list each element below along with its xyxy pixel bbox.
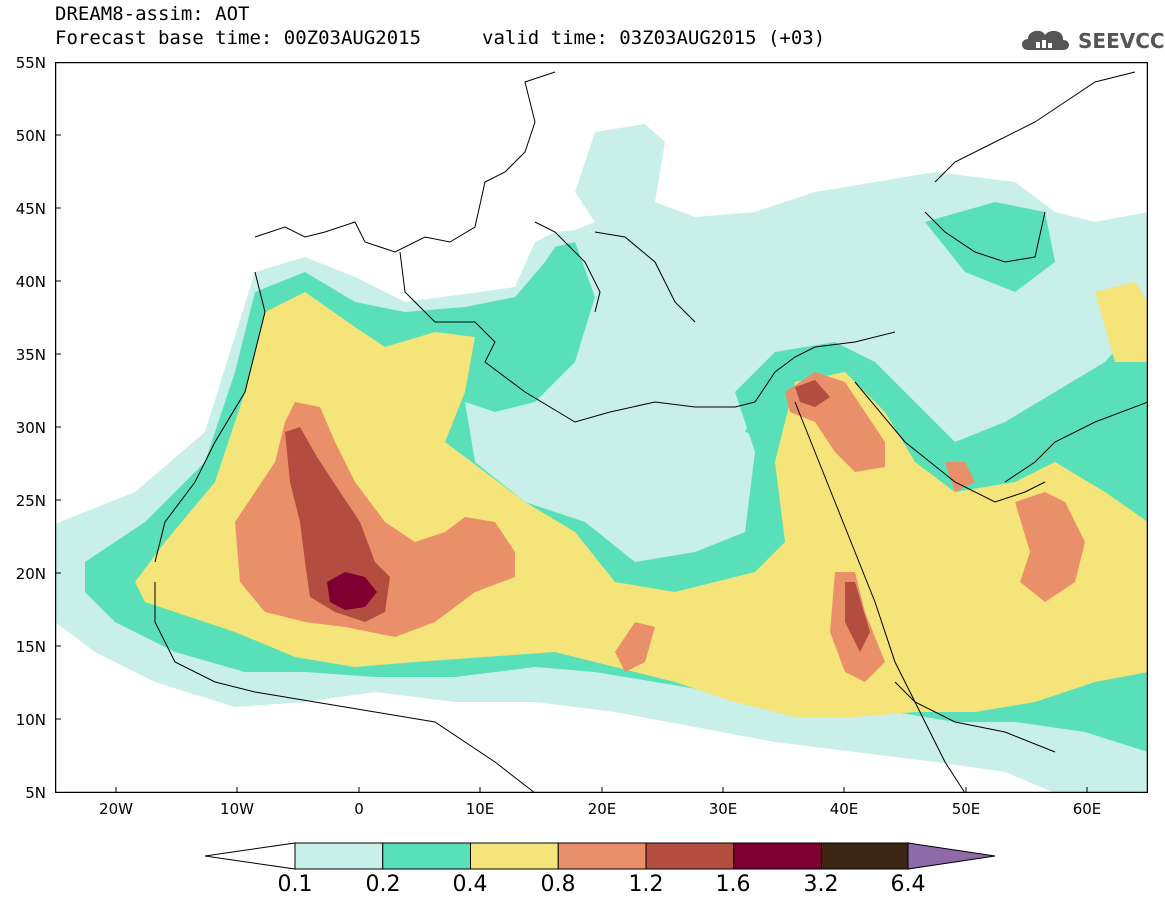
aot-band-1-2 [285, 380, 870, 652]
seevccc-logo: SEEVCCC [1018, 22, 1165, 56]
colorbar-label: 0.2 [365, 872, 401, 897]
colorbar-cell [821, 842, 910, 870]
coastlines [154, 71, 1148, 793]
colorbar-cell [645, 842, 735, 870]
colorbar-label: 1.6 [715, 872, 751, 897]
lon-label: 20E [587, 800, 617, 818]
colorbar-cell [733, 842, 822, 870]
colorbar-cell [470, 842, 559, 870]
lon-label: 30E [708, 800, 738, 818]
lat-label: 40N [15, 273, 46, 291]
cloud-icon [1022, 30, 1069, 50]
lat-label: 5N [25, 784, 46, 802]
colorbar-cell [382, 842, 471, 870]
colorbar-label: 0.4 [452, 872, 488, 897]
aot-map [55, 62, 1148, 793]
colorbar-label: 0.1 [277, 872, 313, 897]
colorbar-cells [294, 842, 910, 870]
aot-colorbar [205, 842, 996, 870]
lon-label: 40E [829, 800, 859, 818]
colorbar-max-arrow [907, 842, 996, 870]
valid-time: valid time: 03Z03AUG2015 (+03) [482, 27, 826, 49]
colorbar-label: 0.8 [540, 872, 576, 897]
lat-label: 35N [15, 346, 46, 364]
lon-label: 50E [951, 800, 981, 818]
map-title: DREAM8-assim: AOT [55, 3, 250, 25]
lon-label: 0 [354, 800, 364, 818]
lat-label: 55N [15, 54, 46, 72]
colorbar-min-arrow [205, 842, 296, 870]
colorbar-label: 6.4 [890, 872, 926, 897]
aot-band-1-6 [327, 572, 377, 610]
lon-label: 60E [1072, 800, 1102, 818]
logo-text: SEEVCCC [1078, 29, 1165, 53]
lat-label: 30N [15, 419, 46, 437]
lat-label: 45N [15, 200, 46, 218]
lat-label: 20N [15, 565, 46, 583]
lat-label: 50N [15, 127, 46, 145]
lat-label: 25N [15, 492, 46, 510]
lat-label: 10N [15, 711, 46, 729]
colorbar-cell [557, 842, 647, 870]
lon-label: 20W [99, 800, 133, 818]
lon-label: 10W [220, 800, 254, 818]
forecast-base-time: Forecast base time: 00Z03AUG2015 [55, 27, 422, 49]
colorbar-cell [294, 842, 384, 870]
axis-ticks [55, 62, 1088, 793]
lat-label: 15N [15, 638, 46, 656]
lon-label: 10E [465, 800, 495, 818]
colorbar-label: 3.2 [803, 872, 839, 897]
colorbar-label: 1.2 [628, 872, 664, 897]
